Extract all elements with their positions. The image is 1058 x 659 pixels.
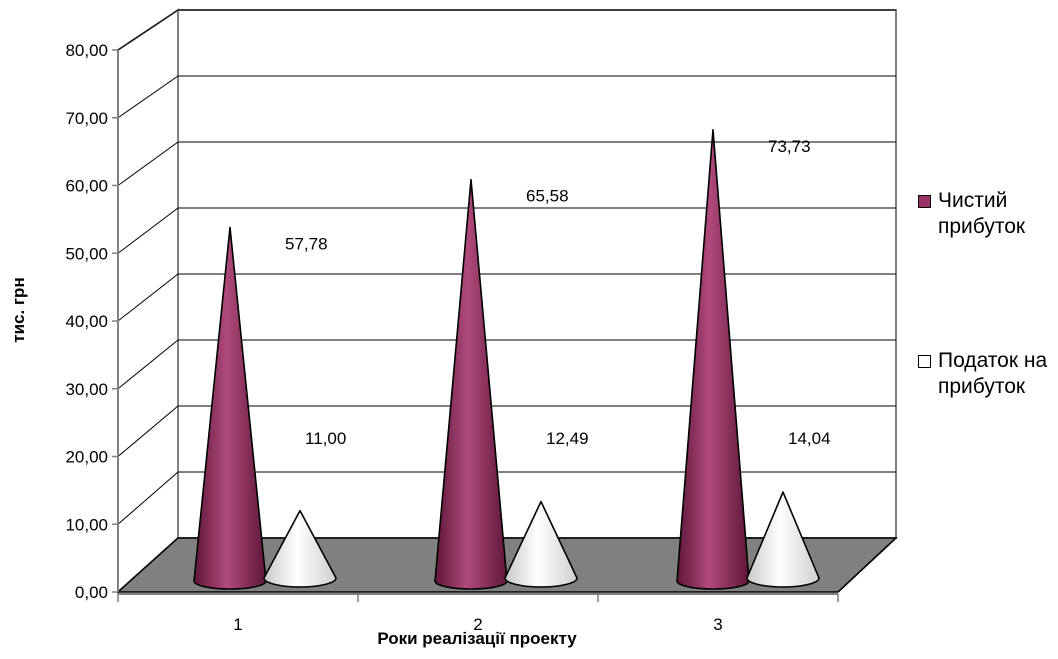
gridline xyxy=(117,9,179,51)
y-tick-label: 10,00 xyxy=(65,515,108,534)
cone-net-profit xyxy=(193,226,267,590)
data-label-profit-tax: 12,49 xyxy=(546,429,589,448)
y-tick-label: 70,00 xyxy=(65,109,108,128)
cone-net-profit xyxy=(676,128,750,590)
data-label-net-profit: 57,78 xyxy=(285,234,328,253)
cone-profit-tax xyxy=(504,500,578,588)
data-label-profit-tax: 14,04 xyxy=(788,429,831,448)
x-tick-label: 3 xyxy=(713,615,722,634)
cone-profit-tax xyxy=(746,491,820,588)
cone-body xyxy=(676,128,750,590)
data-label-net-profit: 65,58 xyxy=(526,187,569,206)
cone-body xyxy=(193,226,267,590)
x-tick-label: 1 xyxy=(233,615,242,634)
cone-body xyxy=(434,178,508,590)
legend-item-net-profit: Чистий прибуток xyxy=(918,188,1058,240)
gridline xyxy=(117,207,179,254)
cone-body xyxy=(746,491,820,588)
cone-body xyxy=(263,509,337,588)
gridline xyxy=(117,405,179,457)
x-tick-label: 2 xyxy=(473,615,482,634)
legend-swatch-net-profit xyxy=(918,195,931,208)
data-labels: 57,78 65,58 73,73 11,00 12,49 14,04 xyxy=(285,137,831,448)
y-tick-label: 30,00 xyxy=(65,380,108,399)
axes: 0,00 10,00 20,00 30,00 40,00 50,00 60,00 70,00 8… xyxy=(65,41,897,634)
y-tick-label: 80,00 xyxy=(65,41,108,60)
legend: Чистий прибуток Податок на прибуток xyxy=(918,188,1058,400)
x-axis-title: Роки реалізації проекту xyxy=(377,629,577,648)
legend-swatch-profit-tax xyxy=(918,355,931,368)
floor-edge xyxy=(837,537,897,593)
y-tick-label: 50,00 xyxy=(65,244,108,263)
gridline xyxy=(117,339,179,390)
gridlines xyxy=(117,9,896,525)
gridline xyxy=(117,75,179,119)
y-axis-title: тис. грн xyxy=(9,277,28,342)
data-label-profit-tax: 11,00 xyxy=(305,429,346,448)
cone-body xyxy=(504,500,578,588)
gridline xyxy=(117,273,179,322)
data-label-net-profit: 73,73 xyxy=(768,137,811,156)
legend-label-profit-tax: Податок на прибуток xyxy=(938,349,1048,398)
cone-net-profit xyxy=(434,178,508,590)
y-tick-label: 40,00 xyxy=(65,312,108,331)
legend-item-profit-tax: Податок на прибуток xyxy=(918,348,1058,400)
legend-label-net-profit: Чистий прибуток xyxy=(938,189,1026,238)
y-tick-label: 0,00 xyxy=(75,583,108,602)
cone-profit-tax xyxy=(263,509,337,588)
gridline xyxy=(117,471,179,525)
y-tick-label: 20,00 xyxy=(65,448,108,467)
y-tick-label: 60,00 xyxy=(65,177,108,196)
gridline xyxy=(117,141,179,186)
cones xyxy=(193,128,820,590)
